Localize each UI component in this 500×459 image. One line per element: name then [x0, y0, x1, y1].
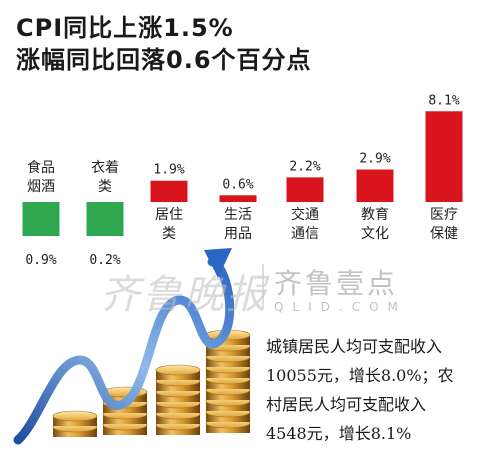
data-label: 0.9% [25, 253, 56, 268]
bar [425, 111, 463, 202]
data-label: 2.9% [359, 152, 390, 167]
category-label: 居住 [155, 207, 183, 223]
income-note-line: 村居民人均可支配收入 [266, 395, 427, 414]
category-label: 保健 [430, 226, 458, 242]
data-label: 8.1% [428, 93, 459, 108]
bar [86, 202, 124, 236]
arrow-head-icon [204, 248, 232, 278]
data-label: 0.2% [89, 253, 120, 268]
income-note: 城镇居民人均可支配收入 10055元，增长8.0%；农 村居民人均可支配收入 4… [266, 332, 498, 448]
category-label: 类 [162, 226, 176, 242]
watermark-qilu-evening-news: 齐鲁晚报 [100, 272, 268, 318]
category-label: 文化 [361, 226, 389, 242]
bar [219, 195, 257, 202]
category-label: 交通 [291, 206, 319, 223]
bar [356, 169, 394, 202]
data-label: 0.6% [222, 177, 253, 192]
rising-arrow-icon [13, 257, 235, 445]
bar [22, 202, 60, 236]
category-label: 医疗 [430, 207, 458, 223]
category-label: 衣着 [91, 160, 119, 176]
category-label: 用品 [224, 226, 252, 242]
category-label: 烟酒 [27, 179, 55, 195]
income-note-line: 10055元，增长8.0%；农 [266, 366, 454, 385]
coin-top [155, 364, 201, 376]
data-label: 1.9% [153, 163, 184, 178]
bars-layer: 0.9%食品烟酒0.2%衣着类1.9%居住类0.6%生活用品2.2%交通通信2.… [22, 93, 463, 268]
category-label: 食品 [27, 159, 55, 176]
data-label: 2.2% [289, 159, 320, 174]
category-label: 类 [98, 179, 112, 195]
chart-title-line-1: CPI同比上涨1.5% [16, 14, 234, 42]
coin-top [52, 410, 98, 422]
category-label: 生活 [224, 207, 252, 223]
watermark-domain: QLID.COM [274, 300, 407, 314]
watermark-qilu-yidian: 齐鲁壹点 QLID.COM [274, 262, 407, 314]
bar [150, 180, 188, 202]
income-note-line: 城镇居民人均可支配收入 [266, 337, 443, 356]
chart-title-line-2: 涨幅同比回落0.6个百分点 [16, 46, 312, 74]
category-label: 教育 [361, 207, 389, 223]
watermark-qilu-yidian-text: 齐鲁壹点 [274, 267, 399, 300]
watermark-divider [262, 264, 264, 308]
bar [286, 177, 324, 202]
category-label: 通信 [291, 226, 319, 242]
income-note-line: 4548元，增长8.1% [266, 424, 412, 443]
coin-stacks-illustration [52, 329, 251, 437]
